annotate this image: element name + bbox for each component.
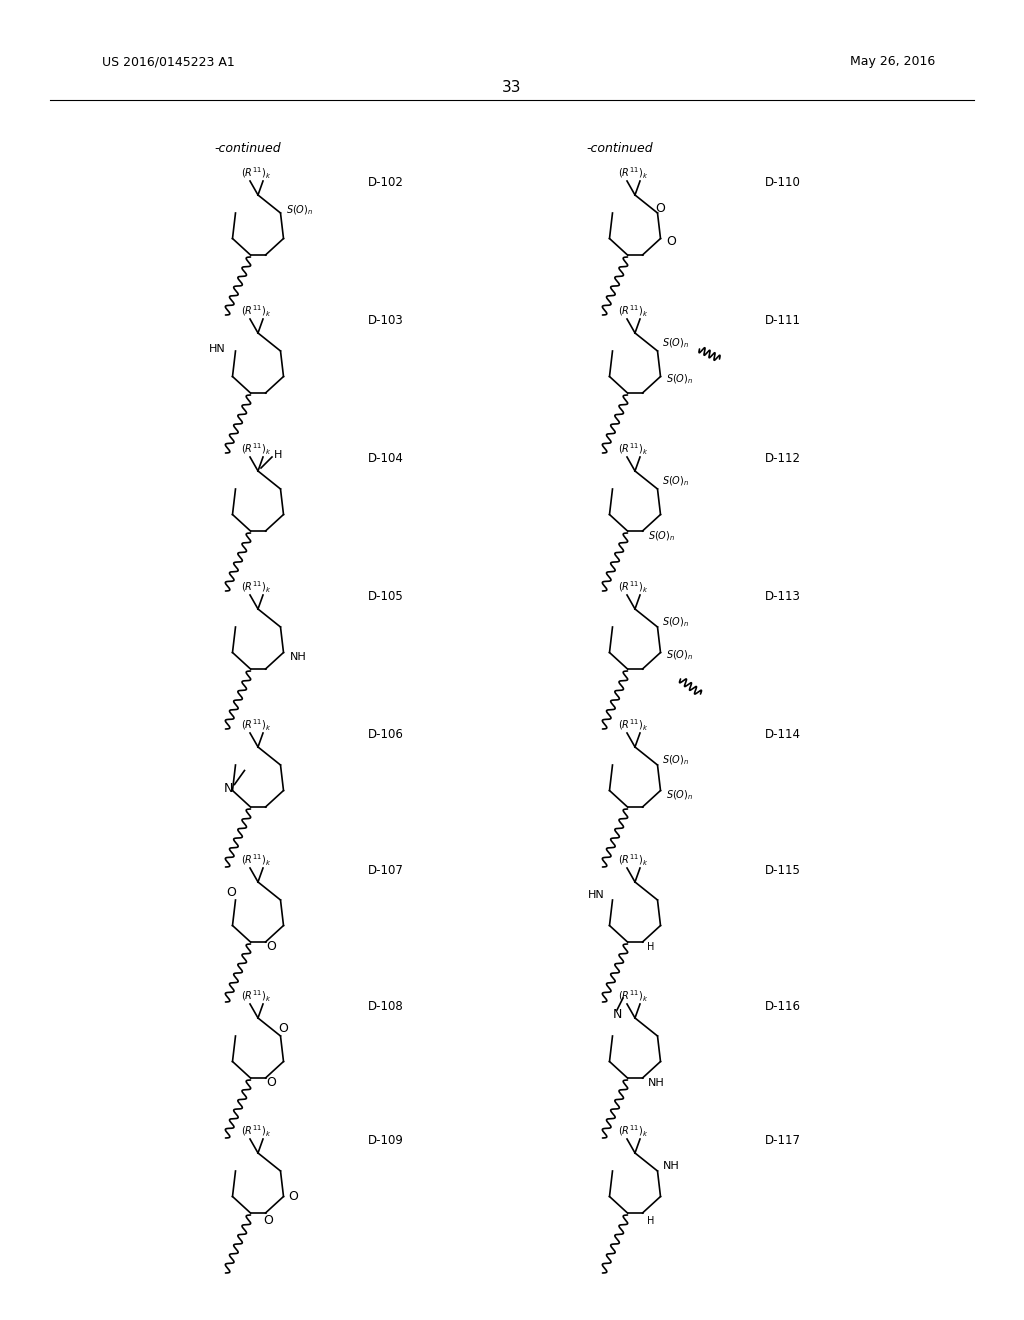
Text: D-117: D-117	[765, 1134, 801, 1147]
Text: $S(O)_n$: $S(O)_n$	[663, 754, 690, 767]
Text: $(R^{11})_k$: $(R^{11})_k$	[617, 853, 648, 869]
Text: 33: 33	[502, 81, 522, 95]
Text: O: O	[655, 202, 666, 214]
Text: H: H	[274, 450, 283, 459]
Text: D-102: D-102	[368, 177, 403, 190]
Text: $(R^{11})_k$: $(R^{11})_k$	[241, 1123, 271, 1139]
Text: $(R^{11})_k$: $(R^{11})_k$	[241, 579, 271, 595]
Text: $S(O)_n$: $S(O)_n$	[663, 615, 690, 628]
Text: $(R^{11})_k$: $(R^{11})_k$	[617, 304, 648, 319]
Text: $(R^{11})_k$: $(R^{11})_k$	[617, 579, 648, 595]
Text: $S(O)_n$: $S(O)_n$	[666, 372, 693, 387]
Text: O: O	[266, 940, 276, 953]
Text: D-104: D-104	[368, 453, 403, 466]
Text: D-108: D-108	[368, 999, 403, 1012]
Text: H: H	[647, 942, 655, 952]
Text: US 2016/0145223 A1: US 2016/0145223 A1	[102, 55, 234, 69]
Text: $(R^{11})_k$: $(R^{11})_k$	[617, 989, 648, 1005]
Text: D-109: D-109	[368, 1134, 403, 1147]
Text: O: O	[667, 235, 677, 248]
Text: $S(O)_n$: $S(O)_n$	[666, 648, 693, 663]
Text: D-115: D-115	[765, 863, 801, 876]
Text: $(R^{11})_k$: $(R^{11})_k$	[617, 718, 648, 733]
Text: $S(O)_n$: $S(O)_n$	[663, 474, 690, 488]
Text: D-116: D-116	[765, 999, 801, 1012]
Text: D-110: D-110	[765, 177, 801, 190]
Text: N: N	[612, 1008, 622, 1022]
Text: D-112: D-112	[765, 453, 801, 466]
Text: $S(O)_n$: $S(O)_n$	[286, 203, 313, 216]
Text: $(R^{11})_k$: $(R^{11})_k$	[241, 853, 271, 869]
Text: $(R^{11})_k$: $(R^{11})_k$	[241, 718, 271, 733]
Text: D-111: D-111	[765, 314, 801, 327]
Text: D-114: D-114	[765, 729, 801, 742]
Text: $(R^{11})_k$: $(R^{11})_k$	[617, 442, 648, 457]
Text: H: H	[647, 1216, 655, 1226]
Text: NH: NH	[290, 652, 306, 663]
Text: $(R^{11})_k$: $(R^{11})_k$	[617, 1123, 648, 1139]
Text: NH: NH	[647, 1078, 665, 1088]
Text: -continued: -continued	[587, 141, 653, 154]
Text: $(R^{11})_k$: $(R^{11})_k$	[241, 989, 271, 1005]
Text: $S(O)_n$: $S(O)_n$	[666, 789, 693, 803]
Text: O: O	[266, 1077, 276, 1089]
Text: D-113: D-113	[765, 590, 801, 603]
Text: $S(O)_n$: $S(O)_n$	[647, 529, 675, 543]
Text: HN: HN	[209, 345, 225, 354]
Text: D-105: D-105	[368, 590, 403, 603]
Text: O: O	[289, 1191, 298, 1203]
Text: -continued: -continued	[215, 141, 282, 154]
Text: May 26, 2016: May 26, 2016	[850, 55, 935, 69]
Text: NH: NH	[663, 1162, 679, 1171]
Text: D-103: D-103	[368, 314, 403, 327]
Text: HN: HN	[588, 890, 604, 900]
Text: $(R^{11})_k$: $(R^{11})_k$	[241, 442, 271, 457]
Text: O: O	[226, 886, 237, 899]
Text: $(R^{11})_k$: $(R^{11})_k$	[241, 165, 271, 181]
Text: D-107: D-107	[368, 863, 403, 876]
Text: $S(O)_n$: $S(O)_n$	[663, 337, 690, 350]
Text: $(R^{11})_k$: $(R^{11})_k$	[241, 304, 271, 319]
Text: O: O	[279, 1022, 289, 1035]
Text: D-106: D-106	[368, 729, 403, 742]
Text: O: O	[263, 1214, 273, 1228]
Text: $(R^{11})_k$: $(R^{11})_k$	[617, 165, 648, 181]
Text: N: N	[224, 781, 233, 795]
